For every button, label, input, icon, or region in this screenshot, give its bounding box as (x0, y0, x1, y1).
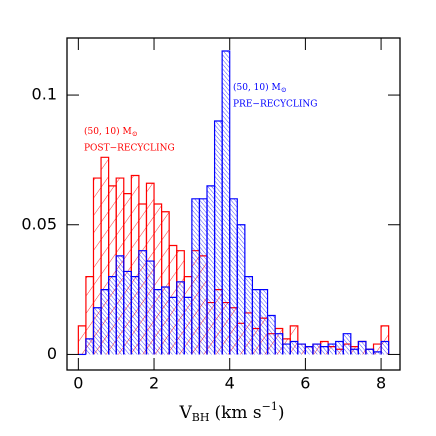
bar (244, 276, 254, 355)
bar (327, 343, 337, 355)
annotation-mass: (50, 10) M⊙ (84, 126, 138, 139)
x-tick-label: 0 (73, 374, 83, 393)
bar (168, 296, 178, 355)
bar (259, 288, 269, 355)
bar (161, 286, 170, 355)
bar (229, 198, 238, 355)
bar (77, 325, 87, 355)
bar (365, 348, 375, 355)
bar (198, 198, 208, 355)
bar (191, 198, 201, 355)
bar (304, 346, 314, 355)
mass-text: (50, 10) M (233, 82, 281, 93)
x-label-unit: (km s (214, 403, 261, 423)
bar (312, 343, 322, 355)
bar (221, 50, 231, 355)
bar (92, 307, 102, 355)
x-tick-label: 8 (376, 374, 386, 393)
bar (372, 351, 382, 355)
bar (251, 288, 261, 355)
bar (145, 260, 155, 355)
annotation-mass: (50, 10) M⊙ (233, 82, 287, 95)
mass-sub: ⊙ (281, 86, 287, 94)
bar (274, 333, 284, 355)
mass-sub: ⊙ (132, 130, 138, 138)
bar (108, 276, 117, 355)
x-label-main: V (178, 403, 192, 423)
x-tick-label: 4 (225, 374, 235, 393)
bar (183, 296, 193, 355)
y-tick-label: 0.1 (32, 85, 57, 104)
bar (115, 255, 125, 355)
bar (319, 346, 329, 355)
plot-frame (66, 37, 401, 371)
bar (138, 250, 148, 355)
bar (266, 314, 276, 355)
legend-label: POST−RECYCLING (84, 144, 175, 154)
bar (123, 270, 132, 355)
bar (380, 340, 390, 355)
bar (206, 185, 216, 355)
x-tick-label: 6 (300, 374, 310, 393)
x-label: VBH (km s−1) (178, 400, 284, 424)
bar (357, 340, 367, 355)
y-tick-label: 0.05 (21, 214, 57, 233)
x-label-close: ) (278, 403, 285, 423)
bar (100, 288, 110, 355)
mass-text: (50, 10) M (84, 126, 132, 137)
x-label-sub: BH (192, 411, 210, 424)
x-label-sup: −1 (262, 400, 278, 413)
legend-label: PRE−RECYCLING (233, 100, 317, 110)
bar (282, 343, 291, 355)
bar (350, 348, 359, 355)
bar (176, 281, 185, 355)
bar (130, 276, 140, 355)
x-tick-label: 2 (149, 374, 159, 393)
bar (213, 120, 223, 355)
bar (289, 340, 299, 355)
bar (297, 343, 306, 355)
bar (153, 288, 163, 355)
bar (85, 338, 95, 355)
bar (236, 224, 246, 355)
bar (342, 333, 352, 355)
bar (335, 340, 344, 355)
y-tick-label: 0 (47, 344, 57, 363)
